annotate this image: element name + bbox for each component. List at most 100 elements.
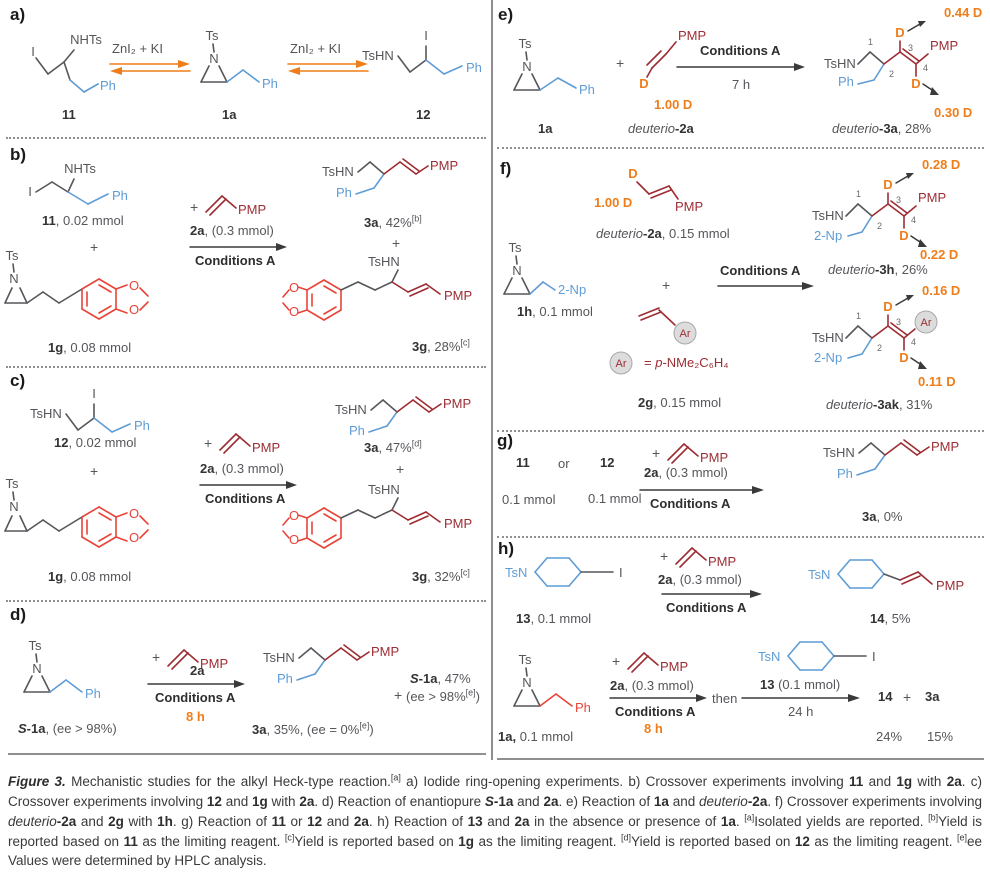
structure-1a-e: Ts N Ph xyxy=(513,36,595,97)
caption-1h: 1h, 0.1 mmol xyxy=(517,304,593,319)
atom-label-ar: Ar xyxy=(921,317,932,329)
bonds xyxy=(845,175,924,245)
position-number-3: 3 xyxy=(896,317,901,327)
atom-label-pmp: PMP xyxy=(660,659,688,674)
deuterium-content: 1.00 D xyxy=(654,97,693,112)
reaction-arrow xyxy=(189,243,287,251)
atom-label-o: O xyxy=(289,280,299,295)
time-label: 8 h xyxy=(186,709,205,724)
reaction-arrow xyxy=(199,481,297,489)
atom-label-ph: Ph xyxy=(85,686,101,701)
structure-deuterio-3ak: Ar TsHN 1 2 D 3 4 D 2-Np xyxy=(812,295,938,369)
bonds xyxy=(167,649,199,670)
atom-label-iodine: I xyxy=(619,565,623,580)
atom-label-pmp: PMP xyxy=(930,38,958,53)
structure-1a-h: Ts N Ph xyxy=(513,652,591,715)
position-number-4: 4 xyxy=(911,337,916,347)
caption-11: 11, 0.02 mmol xyxy=(42,213,124,228)
equilibrium-reagent-right: ZnI₂ + KI xyxy=(290,41,341,56)
ar-legend-definition: = p-NMe₂C₆H₄ xyxy=(644,355,729,370)
bonds xyxy=(845,297,924,367)
atom-label-o: O xyxy=(129,302,139,317)
bonds xyxy=(23,653,83,693)
reaction-arrow xyxy=(717,282,814,290)
atom-label-tsn: TsN xyxy=(505,565,527,580)
structure-1a: Ts N Ph xyxy=(200,28,278,91)
divider-solid-right xyxy=(497,758,984,760)
divider-dotted-b-c xyxy=(6,366,486,368)
atom-label-iodine: I xyxy=(31,44,35,59)
reaction-arrow xyxy=(676,63,805,71)
structure-12-c: TsHN I Ph xyxy=(30,386,150,433)
plus-sign: + xyxy=(90,239,99,255)
bonds xyxy=(65,403,131,433)
atom-label-o: O xyxy=(289,508,299,523)
equilibrium-arrow-right xyxy=(287,60,369,75)
structure-3g-c: O O TsHN PMP xyxy=(282,482,472,549)
structure-13-small: TsN I xyxy=(758,641,876,671)
caption-deuterio-2a: deuterio-2a xyxy=(628,121,694,136)
panel-c-label: c) xyxy=(10,371,26,390)
compound-number-11: 11 xyxy=(62,107,76,122)
structure-14: TsN PMP xyxy=(808,559,964,593)
divider-vertical xyxy=(491,0,493,760)
structure-S-1a: Ts N Ph xyxy=(23,638,101,701)
atom-label-tshn: TsHN xyxy=(368,254,400,269)
structure-1h: Ts N 2-Np xyxy=(503,240,586,297)
atom-label-n: N xyxy=(9,271,18,286)
bonds xyxy=(219,433,251,454)
divider-dotted-a-b xyxy=(6,137,486,139)
atom-label-n: N xyxy=(522,59,531,74)
atom-label-pmp: PMP xyxy=(371,644,399,659)
structure-1g: Ts N O O xyxy=(4,248,149,320)
structure-3a: TsHN Ph PMP xyxy=(322,158,458,200)
deuterium-value-top: 0.28 D xyxy=(922,157,961,172)
atom-label-iodine: I xyxy=(28,184,32,199)
atom-label-tshn: TsHN xyxy=(30,406,62,421)
atom-label-n: N xyxy=(9,499,18,514)
atom-label-nhts: NHTs xyxy=(64,161,96,176)
reaction-arrow xyxy=(661,590,762,598)
conditions-label: Conditions A xyxy=(155,690,236,705)
atom-label-ts: Ts xyxy=(519,652,533,667)
atom-label-ph: Ph xyxy=(277,671,293,686)
conditions-label: Conditions A xyxy=(650,496,731,511)
reagent-2a: 2a, (0.3 mmol) xyxy=(658,572,742,587)
atom-label-d: D xyxy=(639,76,648,91)
position-number-4: 4 xyxy=(911,215,916,225)
atom-label-pmp: PMP xyxy=(936,578,964,593)
structure-3a-g: TsHN Ph PMP xyxy=(823,439,959,481)
reagent-2a: 2a, (0.3 mmol) xyxy=(200,461,284,476)
bonds xyxy=(667,443,699,464)
atom-label-pmp: PMP xyxy=(931,439,959,454)
structure-11: I NHTs Ph xyxy=(31,32,116,93)
atom-label-n: N xyxy=(32,661,41,676)
position-number-3: 3 xyxy=(908,43,913,53)
atom-label-iodine: I xyxy=(424,28,428,43)
divider-solid-left xyxy=(8,753,486,755)
plus-sign: + xyxy=(612,653,621,669)
bonds xyxy=(355,158,429,195)
plus-sign: + xyxy=(652,445,661,461)
plus-sign: + xyxy=(204,435,213,451)
product-14: 14 xyxy=(878,689,893,704)
compound-number-1a: 1a xyxy=(222,107,237,122)
conditions-label: Conditions A xyxy=(615,704,696,719)
caption-13: 13, 0.1 mmol xyxy=(516,611,592,626)
yield-14: 14, 5% xyxy=(870,611,911,626)
product-3a: 3a xyxy=(925,689,940,704)
atom-label-d: D xyxy=(883,299,892,314)
caption-1g: 1g, 0.08 mmol xyxy=(48,569,132,584)
plus-sign: + xyxy=(190,199,199,215)
structure-2a-h2: PMP xyxy=(627,652,688,674)
divider-dotted-f-g xyxy=(497,430,984,432)
atom-label-pmp: PMP xyxy=(443,396,471,411)
atom-label-ph: Ph xyxy=(262,76,278,91)
plus-sign: + xyxy=(392,235,401,251)
divider-dotted-c-d xyxy=(6,600,486,602)
atom-label-ph: Ph xyxy=(349,423,365,438)
panel-d-label: d) xyxy=(10,605,27,624)
deuterium-content: 1.00 D xyxy=(594,195,633,210)
atom-label-tshn: TsHN xyxy=(368,482,400,497)
or-label: or xyxy=(558,456,570,471)
